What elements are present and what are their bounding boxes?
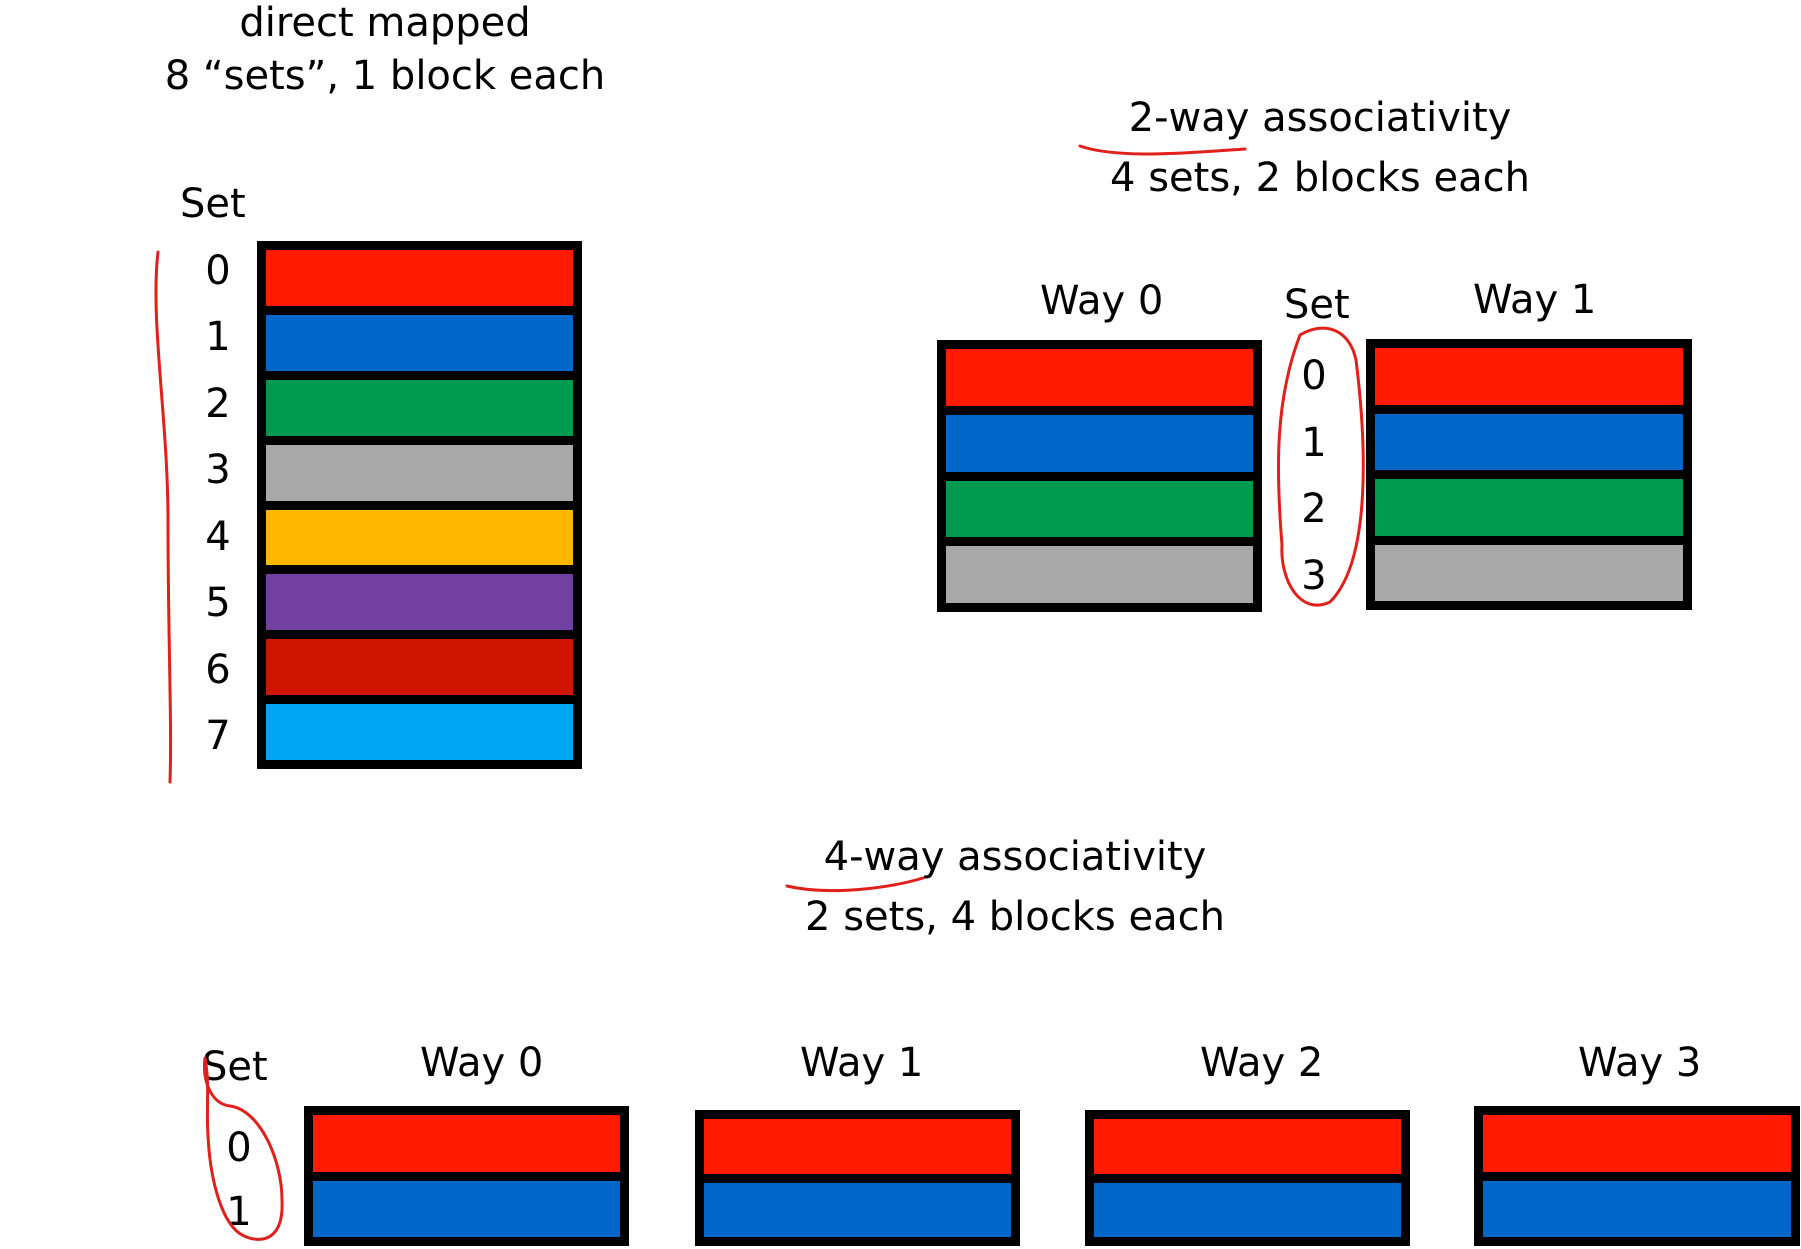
two-way-title: 2-way associativity	[1020, 89, 1620, 147]
four-way-way-2-label: Way 2	[1200, 1040, 1324, 1086]
fw-set-label-1: 1	[226, 1189, 252, 1235]
tw-way0-block-3	[946, 546, 1253, 603]
four-way-way-1	[695, 1110, 1020, 1246]
tw-way0-block-1	[946, 414, 1253, 472]
fw-way0-block-1	[313, 1180, 620, 1237]
direct-mapped-title: direct mapped	[239, 0, 531, 46]
dm-block-0	[266, 250, 573, 306]
two-way-way-1	[1366, 339, 1692, 610]
two-way-way-1-label: Way 1	[1473, 277, 1597, 323]
four-way-way-3-label: Way 3	[1578, 1040, 1702, 1086]
dm-set-label-1: 1	[205, 314, 231, 360]
fw-way3-block-0	[1483, 1115, 1791, 1172]
fw-way1-block-1	[704, 1182, 1011, 1237]
four-way-title-rest: associativity	[944, 834, 1207, 880]
dm-set-label-4: 4	[205, 514, 231, 560]
dm-block-6	[266, 639, 573, 696]
fw-way0-block-0	[313, 1115, 620, 1172]
direct-mapped-subtitle: 8 “sets”, 1 block each	[164, 53, 606, 99]
four-way-way-3	[1474, 1106, 1800, 1246]
dm-block-7	[266, 704, 573, 760]
four-way-subtitle: 2 sets, 4 blocks each	[805, 894, 1225, 940]
dm-set-label-7: 7	[205, 713, 231, 759]
four-way-way-0	[304, 1106, 629, 1246]
four-way-set-header: Set	[202, 1044, 268, 1090]
fw-set-label-0: 0	[226, 1125, 252, 1171]
four-way-way-2	[1085, 1110, 1410, 1246]
tw-set-label-1: 1	[1301, 420, 1327, 466]
tw-way1-block-2	[1375, 479, 1683, 536]
two-way-set-header: Set	[1284, 282, 1350, 328]
dm-set-label-6: 6	[205, 647, 231, 693]
fw-way1-block-0	[704, 1119, 1011, 1174]
tw-way0-block-0	[946, 349, 1253, 406]
two-way-title-rest: associativity	[1249, 95, 1512, 141]
dm-block-2	[266, 379, 573, 436]
dm-block-3	[266, 444, 573, 501]
dm-block-1	[266, 314, 573, 371]
fw-way2-block-1	[1094, 1182, 1401, 1237]
dm-block-4	[266, 509, 573, 566]
fw-way3-block-1	[1483, 1180, 1791, 1237]
tw-set-label-0: 0	[1301, 353, 1327, 399]
four-way-title-emph: 4-way	[823, 834, 945, 880]
dm-set-label-0: 0	[205, 248, 231, 294]
four-way-title: 4-way associativity	[715, 828, 1315, 886]
two-way-way-0	[937, 340, 1262, 612]
tw-way1-block-1	[1375, 413, 1683, 470]
dm-set-label-5: 5	[205, 580, 231, 626]
two-way-way-0-label: Way 0	[1040, 278, 1164, 324]
tw-set-label-2: 2	[1301, 486, 1327, 532]
dm-set-label-2: 2	[205, 381, 231, 427]
tw-way1-block-3	[1375, 544, 1683, 601]
dm-block-5	[266, 574, 573, 631]
direct-mapped-set-bracket	[154, 250, 173, 784]
tw-set-label-3: 3	[1301, 553, 1327, 599]
two-way-subtitle: 4 sets, 2 blocks each	[1110, 155, 1530, 201]
fw-way2-block-0	[1094, 1119, 1401, 1174]
four-way-way-1-label: Way 1	[800, 1040, 924, 1086]
two-way-title-emph: 2-way	[1128, 95, 1250, 141]
four-way-way-0-label: Way 0	[420, 1040, 544, 1086]
direct-mapped-set-header: Set	[180, 181, 246, 227]
tw-way0-block-2	[946, 480, 1253, 538]
dm-set-label-3: 3	[205, 447, 231, 493]
tw-way1-block-0	[1375, 348, 1683, 405]
direct-mapped-cache	[257, 241, 582, 769]
